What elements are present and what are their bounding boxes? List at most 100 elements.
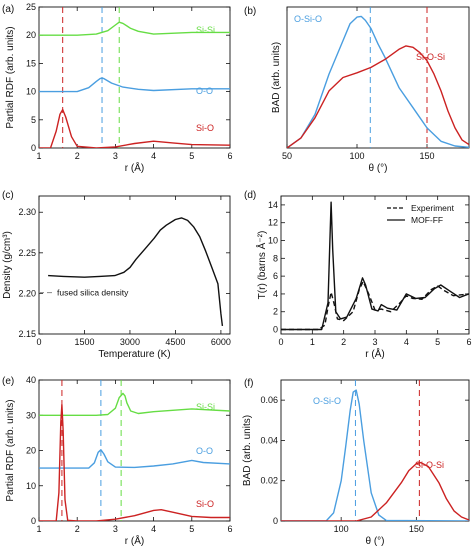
x-axis-label: Temperature (K) [98, 349, 170, 360]
panel-label: (e) [2, 376, 14, 387]
data-layer [281, 201, 469, 331]
x-tick-label: 4 [151, 524, 156, 534]
y-tick-label: 2.25 [18, 248, 36, 258]
y-axis-label: Partial RDF (arb. units) [5, 399, 16, 501]
x-tick-label: 100 [349, 151, 364, 161]
plot-frame [280, 379, 470, 522]
x-tick-label: 3 [372, 337, 377, 347]
x-axis-label: θ (°) [369, 163, 388, 174]
y-tick-label: 14 [268, 200, 278, 210]
plot-frame [38, 195, 231, 335]
x-axis-label: r (Å) [365, 347, 384, 360]
legend-label: Experiment [411, 203, 455, 213]
plot-frame [286, 6, 470, 149]
series-mof-ff-line [281, 201, 469, 331]
series-density-line [48, 217, 224, 326]
series-label-si-o: Si-O [196, 499, 214, 509]
x-tick-label: 2 [75, 151, 80, 161]
x-tick-label: 6 [227, 151, 232, 161]
y-tick-label: 30 [26, 410, 36, 420]
x-tick-label: 0 [36, 337, 41, 347]
panel-f: (f) 100 150 0 0.02 0.04 0.06 θ (°) BAD (arb. uni… [242, 378, 470, 547]
panel-label: (f) [244, 378, 253, 389]
series-o-si-o-line [281, 389, 469, 521]
x-tick-label: 3 [113, 151, 118, 161]
x-tick-label: 50 [282, 151, 292, 161]
series-si-si-line [39, 392, 230, 416]
series-label-o-o: O-O [196, 86, 213, 96]
x-tick-label: 100 [334, 524, 349, 534]
legend-label: MOF-FF [411, 215, 443, 225]
x-axis-label: r (Å) [125, 534, 144, 547]
x-tick-label: 3 [113, 524, 118, 534]
y-tick-label: 20 [26, 446, 36, 456]
series-si-o-line [39, 108, 230, 148]
y-tick-label: 10 [26, 87, 36, 97]
y-tick-label: 25 [26, 2, 36, 12]
x-tick-label: 0 [278, 337, 283, 347]
y-axis-label: BAD (arb. units) [242, 415, 253, 486]
series-label-si-si: Si-Si [196, 25, 215, 35]
y-tick-label: 10 [26, 481, 36, 491]
y-tick-label: 40 [26, 375, 36, 385]
x-tick-label: 6000 [211, 337, 231, 347]
y-tick-label: 10 [268, 236, 278, 246]
x-tick-label: 4500 [165, 337, 185, 347]
x-tick-label: 5 [189, 524, 194, 534]
series-label-si-o-si: Si-O-Si [416, 52, 445, 62]
y-tick-label: 0 [273, 325, 278, 335]
x-axis-label: r (Å) [125, 161, 144, 174]
y-axis-label: T(r) (barns Å⁻²) [255, 231, 268, 300]
x-tick-label: 1 [36, 524, 41, 534]
series-o-si-o-line [287, 15, 469, 148]
x-tick-label: 150 [419, 151, 434, 161]
y-tick-label: 2.15 [18, 329, 36, 339]
y-tick-label: 2.20 [18, 288, 36, 298]
x-tick-label: 6 [466, 337, 471, 347]
reference-line-label: fused silica density [57, 288, 129, 298]
data-layer [287, 7, 469, 148]
y-tick-label: 0 [273, 516, 278, 526]
y-tick-label: 12 [268, 218, 278, 228]
y-tick-label: 0.06 [260, 395, 278, 405]
x-tick-label: 5 [435, 337, 440, 347]
data-layer [39, 380, 230, 521]
series-label-si-si: Si-Si [196, 402, 215, 412]
data-layer [39, 7, 230, 148]
data-layer [281, 380, 469, 521]
x-tick-label: 4 [151, 151, 156, 161]
series-si-o-line [39, 404, 230, 521]
y-tick-label: 0 [31, 143, 36, 153]
x-tick-label: 4 [404, 337, 409, 347]
x-tick-label: 1 [310, 337, 315, 347]
panel-a: (a) 1 2 3 4 5 6 0 5 10 15 20 25 r (Å) Partial RDF (arb… [2, 2, 233, 174]
y-tick-label: 5 [31, 115, 36, 125]
plot-frame [38, 6, 231, 149]
x-axis-label: θ (°) [366, 536, 385, 547]
series-o-o-line [39, 77, 230, 93]
y-tick-label: 0 [31, 516, 36, 526]
series-o-o-line [39, 449, 230, 469]
y-tick-label: 15 [26, 58, 36, 68]
y-tick-label: 4 [273, 289, 278, 299]
x-tick-label: 6 [227, 524, 232, 534]
x-tick-label: 1 [36, 151, 41, 161]
x-tick-label: 150 [409, 524, 424, 534]
y-tick-label: 2.30 [18, 207, 36, 217]
y-axis-label: Density (g/cm³) [2, 231, 13, 299]
x-tick-label: 2 [341, 337, 346, 347]
series-label-si-o-si: Si-O-Si [415, 460, 444, 470]
series-experiment-line [281, 280, 469, 331]
y-tick-label: 2 [273, 307, 278, 317]
series-label-o-si-o: O-Si-O [313, 396, 341, 406]
panel-c: (c) 0 1500 3000 4500 6000 2.15 2.20 2.25 2.30 Temp… [2, 190, 231, 360]
series-label-si-o: Si-O [196, 123, 214, 133]
y-axis-label: BAD (arb. units) [271, 42, 282, 113]
series-label-o-si-o: O-Si-O [294, 14, 322, 24]
series-si-o-si-line [281, 461, 469, 521]
series-si-si-line [39, 21, 230, 36]
y-tick-label: 6 [273, 271, 278, 281]
panel-b: (b) 50 100 150 θ (°) BAD (arb. units) O-Si-O Si… [244, 6, 470, 174]
